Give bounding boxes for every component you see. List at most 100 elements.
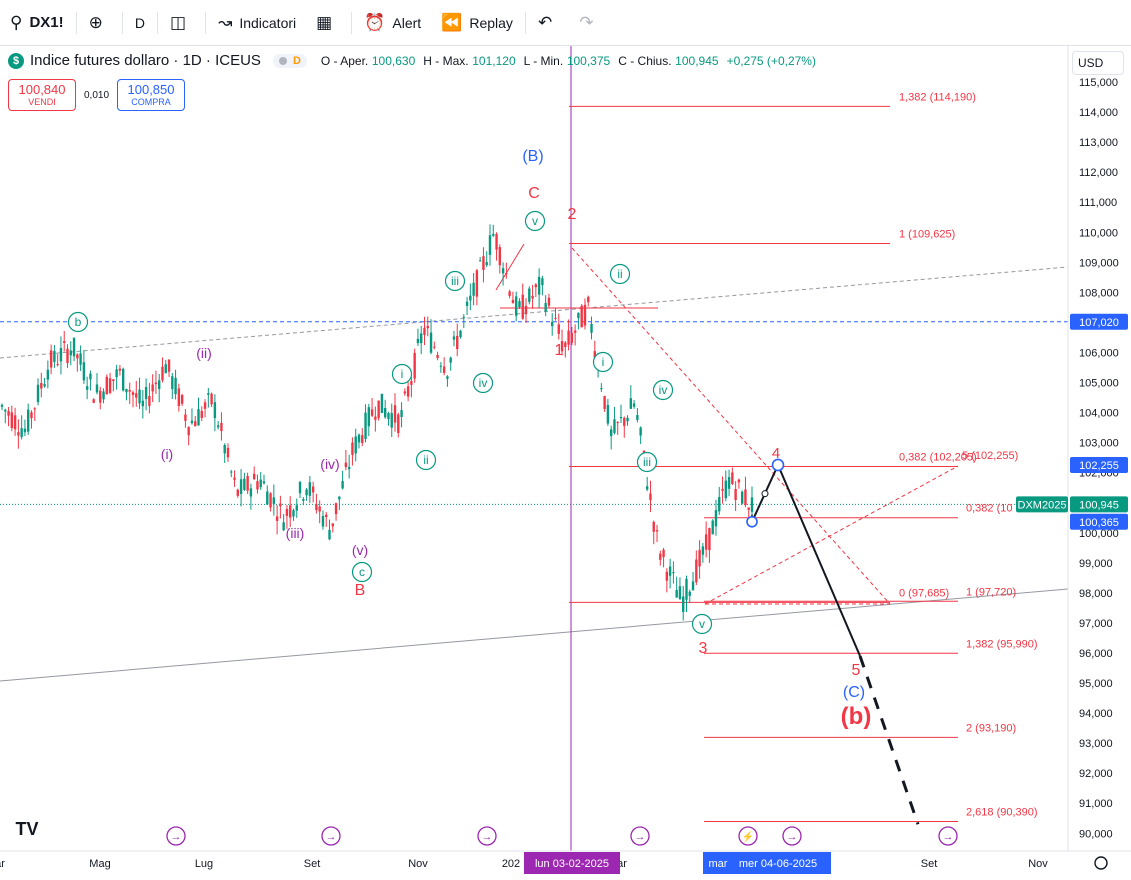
chart-background bbox=[0, 46, 1131, 880]
toolbar-divider bbox=[157, 11, 159, 34]
sell-button[interactable]: 100,840 VENDI bbox=[8, 79, 76, 111]
interval-button[interactable]: D bbox=[125, 0, 155, 46]
symbol-search[interactable]: ⚲ DX1! bbox=[0, 0, 74, 46]
wave-label-primary: C bbox=[528, 185, 540, 202]
candle-body bbox=[66, 348, 69, 364]
crosshair-date-prefix: mar bbox=[709, 858, 728, 870]
indicators-button[interactable]: ↝ Indicatori bbox=[208, 0, 306, 46]
candle-body bbox=[279, 503, 282, 507]
wave-label-minute-circle bbox=[391, 363, 413, 385]
candle-body bbox=[76, 354, 79, 359]
candle-body bbox=[662, 549, 665, 558]
candle-body bbox=[167, 359, 171, 372]
candle-body bbox=[236, 489, 240, 496]
y-tick-label: 113,000 bbox=[1079, 137, 1118, 149]
candle-body bbox=[583, 304, 587, 326]
candle-body bbox=[298, 482, 302, 494]
replay-button[interactable]: ⏪ Replay bbox=[431, 0, 523, 46]
candle-body bbox=[564, 342, 567, 347]
price-axis-label-text: 100,945 bbox=[1079, 499, 1119, 511]
candle-body bbox=[89, 373, 92, 380]
redo-button[interactable]: ↷ bbox=[569, 0, 610, 46]
candle-body bbox=[357, 434, 361, 443]
event-marker-icon[interactable] bbox=[630, 826, 650, 846]
projection-mid-point[interactable] bbox=[761, 490, 769, 498]
y-tick-label: 109,000 bbox=[1079, 257, 1119, 269]
price-chart[interactable]: 1,382 (114,190) 1 (109,625) 0,382 (102,205… bbox=[0, 46, 1131, 880]
projection-path-dashed[interactable] bbox=[858, 655, 920, 825]
chart-type-button[interactable]: ◫ bbox=[160, 0, 203, 46]
candle-body bbox=[498, 247, 502, 266]
x-tick-label: Set bbox=[304, 858, 321, 870]
fib-fan-line bbox=[704, 465, 959, 605]
undo-button[interactable]: ↶ bbox=[528, 0, 569, 46]
candle-body bbox=[128, 389, 131, 392]
candle-body bbox=[544, 302, 547, 312]
candle-body bbox=[213, 402, 217, 419]
top-toolbar: ⚲ DX1! ⊕ D ◫ ↝ Indicatori ▦ ⏰ Alert ⏪ Re… bbox=[0, 0, 1131, 46]
event-marker-icon[interactable] bbox=[938, 826, 958, 846]
y-tick-label: 98,000 bbox=[1079, 588, 1113, 600]
y-tick-label: 91,000 bbox=[1079, 798, 1113, 810]
layouts-button[interactable]: ▦ bbox=[306, 0, 349, 46]
candle-body bbox=[262, 481, 266, 484]
candle-body bbox=[138, 389, 141, 404]
low-label: L - Min. bbox=[523, 53, 564, 68]
candle-body bbox=[249, 488, 253, 497]
projection-anchor-point[interactable] bbox=[746, 515, 758, 528]
candle-body bbox=[197, 409, 200, 426]
candle-body bbox=[108, 378, 112, 393]
candle-body bbox=[233, 477, 236, 480]
legend-title[interactable]: Indice futures dollaro · 1D · ICEUS bbox=[30, 52, 261, 69]
lightning-event-icon[interactable] bbox=[738, 826, 758, 846]
toolbar-divider bbox=[351, 11, 353, 34]
event-marker-icon[interactable] bbox=[321, 826, 341, 846]
candle-body bbox=[514, 296, 518, 316]
candle-body bbox=[708, 528, 711, 551]
event-marker-icon[interactable] bbox=[166, 826, 186, 846]
candle-body bbox=[40, 383, 43, 389]
candle-body bbox=[423, 327, 426, 335]
y-tick-label: 104,000 bbox=[1079, 408, 1119, 420]
candle-body bbox=[724, 480, 727, 499]
candle-body bbox=[623, 417, 626, 426]
candle-body bbox=[541, 278, 544, 286]
candle-body bbox=[266, 491, 269, 505]
compare-button[interactable]: ⊕ bbox=[79, 0, 120, 46]
open-value: 100,630 bbox=[371, 53, 416, 68]
wave-label-primary: 5 bbox=[852, 662, 861, 679]
crosshair-date-badge bbox=[703, 852, 831, 874]
resistance-trendline[interactable] bbox=[0, 266, 1069, 359]
candle-body bbox=[691, 581, 695, 591]
candle-body bbox=[164, 364, 167, 374]
candle-body bbox=[10, 412, 14, 429]
buy-button[interactable]: 100,850 COMPRA bbox=[117, 79, 185, 111]
event-marker-arrow: → bbox=[326, 831, 337, 843]
candle-body bbox=[216, 425, 220, 428]
candle-body bbox=[282, 522, 285, 531]
candle-body bbox=[413, 352, 416, 379]
candle-body bbox=[125, 389, 128, 393]
candle-body bbox=[79, 353, 82, 365]
price-axis[interactable] bbox=[1068, 46, 1131, 851]
settings-gear-icon[interactable] bbox=[1094, 856, 1108, 870]
projection-anchor-point[interactable] bbox=[771, 458, 785, 472]
projection-path[interactable] bbox=[777, 464, 861, 657]
wave-label-minor: (v) bbox=[352, 542, 368, 558]
event-marker-icon[interactable] bbox=[782, 826, 802, 846]
candle-body bbox=[410, 381, 413, 385]
x-tick-label: Lug bbox=[195, 858, 213, 870]
candle-body bbox=[462, 316, 465, 318]
candle-body bbox=[243, 478, 246, 490]
event-marker-icon[interactable] bbox=[477, 826, 497, 846]
candle-body bbox=[203, 402, 207, 409]
candle-body bbox=[560, 341, 564, 352]
candle-body bbox=[511, 299, 515, 304]
crosshair-date-text: mer 04-06-2025 bbox=[739, 858, 817, 870]
session-badge[interactable]: D bbox=[272, 53, 307, 68]
indicators-icon: ↝ bbox=[218, 13, 233, 32]
alert-button[interactable]: ⏰ Alert bbox=[354, 0, 431, 46]
candle-body bbox=[59, 347, 63, 362]
delay-badge: D bbox=[292, 54, 301, 67]
currency-select[interactable]: USD bbox=[1072, 51, 1124, 75]
